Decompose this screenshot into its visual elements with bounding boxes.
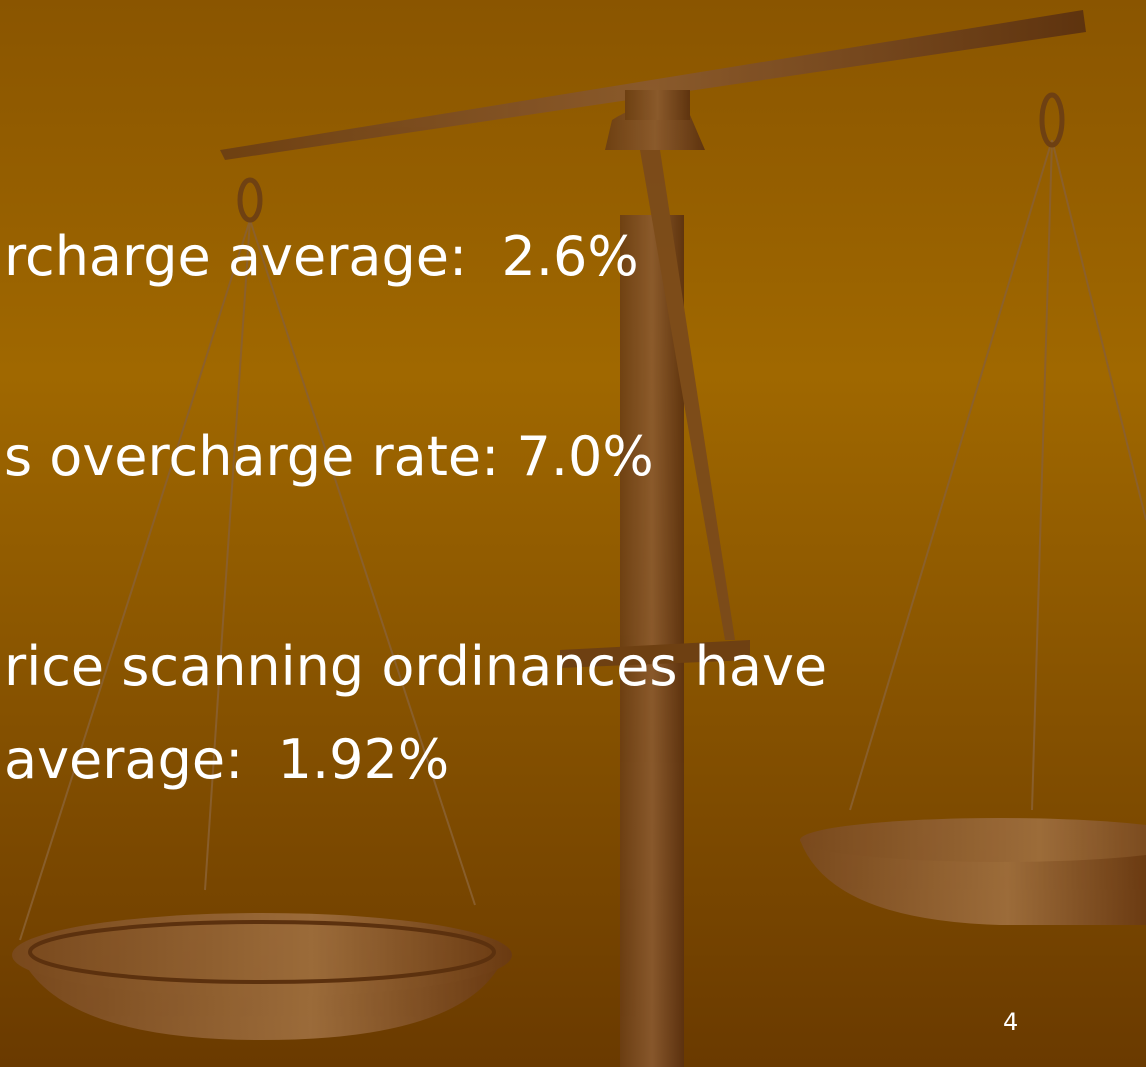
bullet-text: average: 1.92%	[4, 728, 449, 791]
bullet-text: rice scanning ordinances have	[4, 635, 827, 698]
page: rcharge average: 2.6% s overcharge rate:…	[0, 0, 1146, 1067]
slide: rcharge average: 2.6% s overcharge rate:…	[0, 0, 1146, 1067]
bullet-text: rcharge average: 2.6%	[4, 225, 639, 288]
page-number: 4	[1003, 1008, 1018, 1036]
bullet-text: s overcharge rate: 7.0%	[4, 425, 654, 488]
